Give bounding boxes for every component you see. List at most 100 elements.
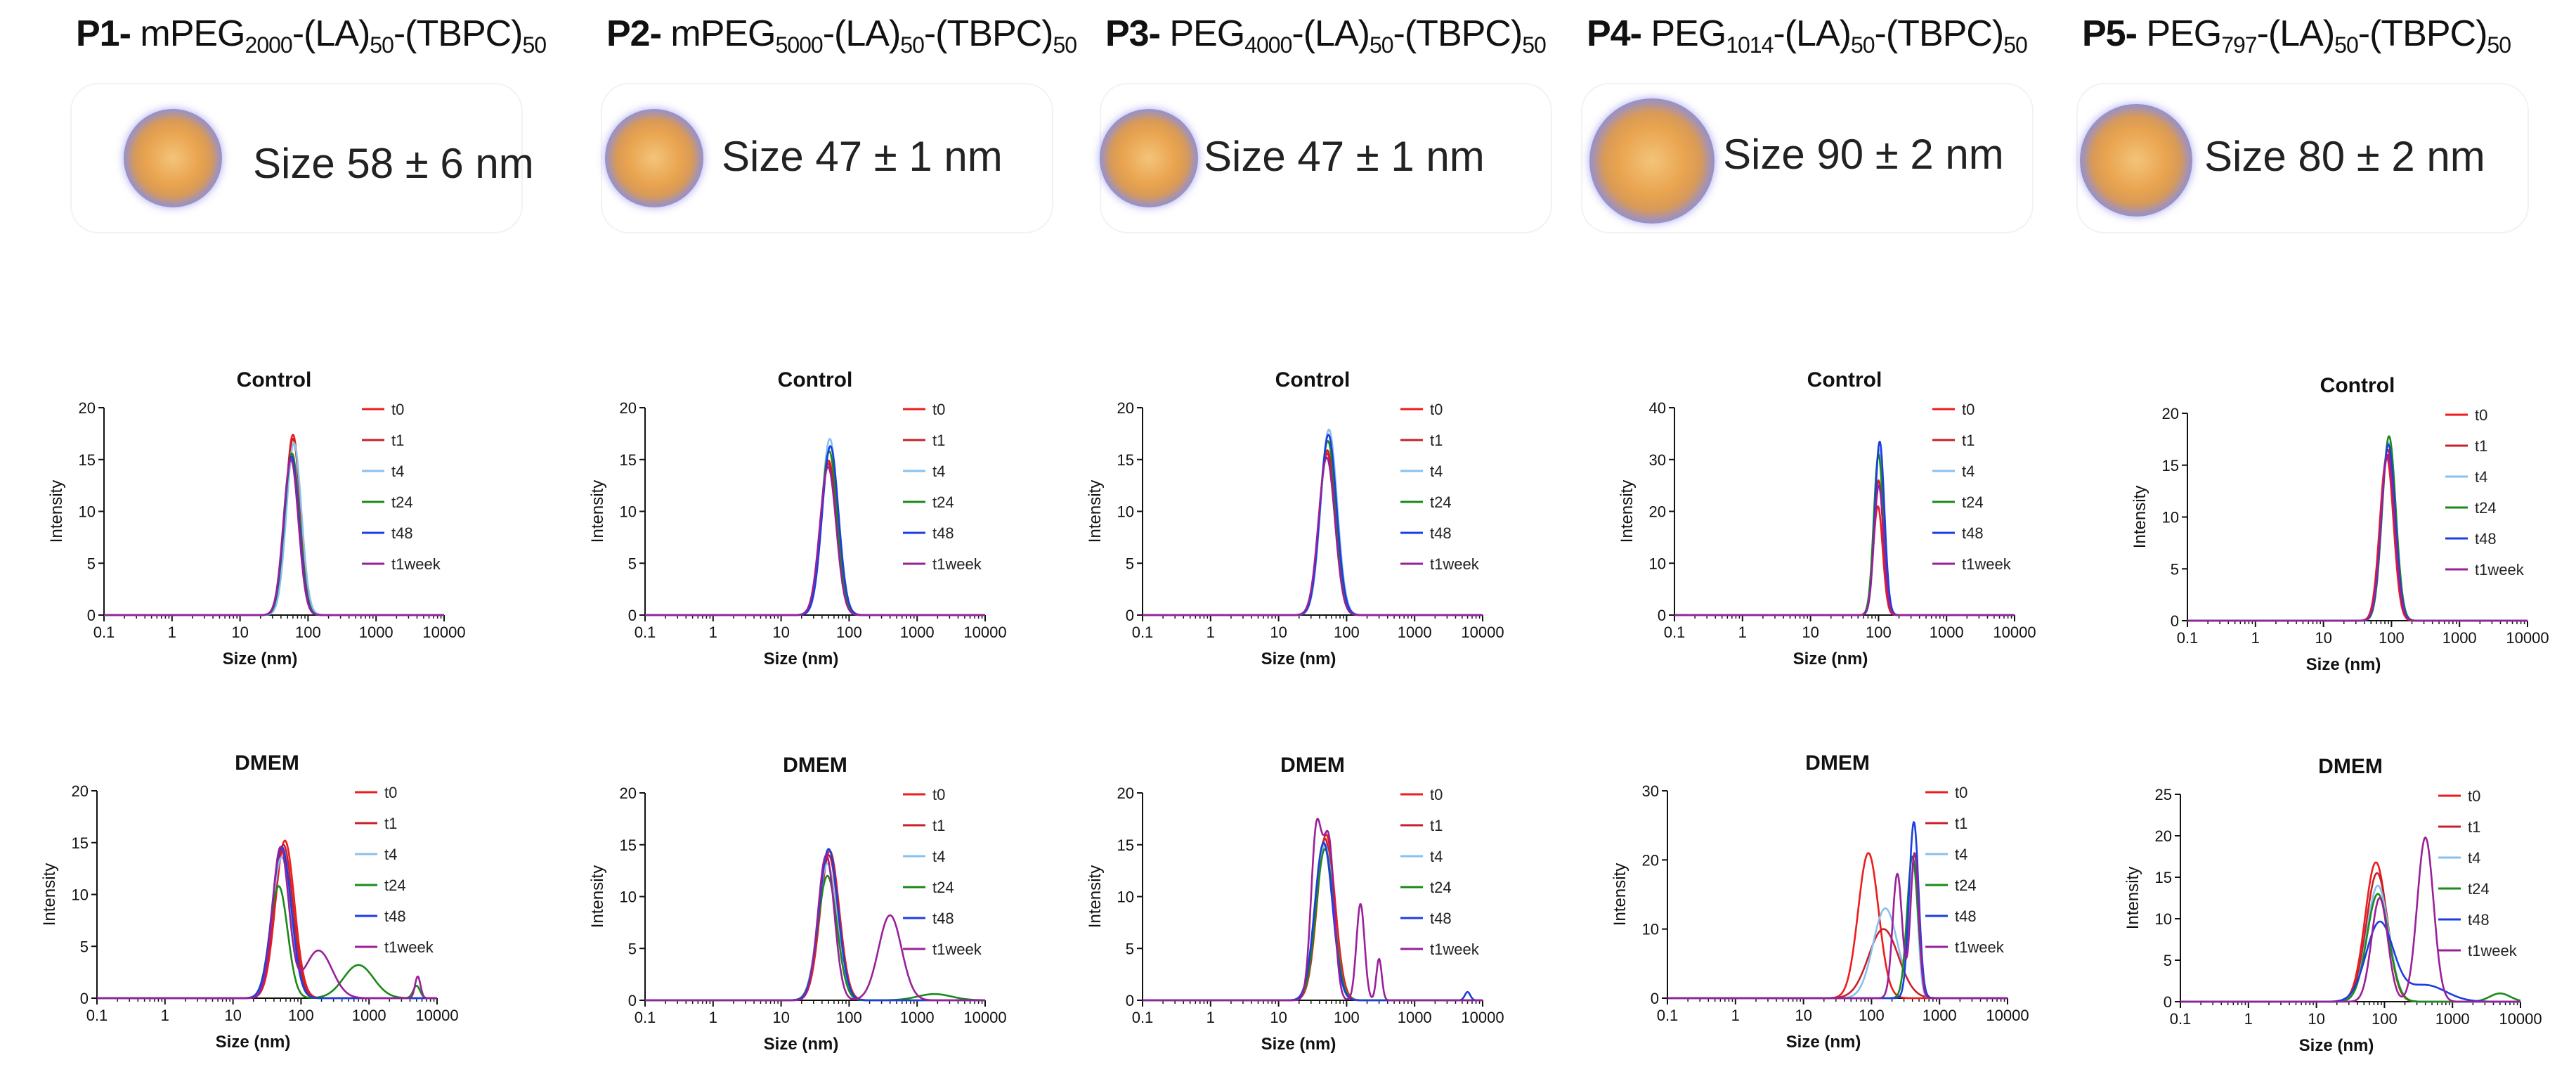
legend-label-t4: t4 xyxy=(932,848,945,865)
y-tick-label: 0 xyxy=(1651,990,1659,1007)
y-tick-label: 10 xyxy=(1117,503,1134,521)
legend-label-t24: t24 xyxy=(2475,499,2497,517)
y-tick-label: 0 xyxy=(628,992,637,1009)
legend-label-t1: t1 xyxy=(2475,437,2487,455)
x-axis-label: Size (nm) xyxy=(1793,650,1868,668)
series-line-t48 xyxy=(2180,920,2521,1003)
x-tick-label: 1000 xyxy=(2442,629,2477,647)
y-tick-label: 5 xyxy=(628,940,637,957)
legend-label-t0: t0 xyxy=(1962,401,1975,418)
y-tick-label: 10 xyxy=(2155,910,2172,928)
x-tick-label: 10 xyxy=(1795,1007,1811,1024)
legend-label-t1week: t1week xyxy=(1430,941,1480,958)
x-tick-label: 1 xyxy=(709,1009,717,1026)
chart-p5-dmem: DMEM 0 5 10 15 20 25 0.1 1 10 100 1000 10000 Size (nm… xyxy=(2123,755,2542,1055)
y-tick-label: 10 xyxy=(620,889,637,906)
legend-label-t4: t4 xyxy=(1430,463,1443,480)
y-tick-label: 0 xyxy=(1126,607,1134,624)
y-tick-label: 15 xyxy=(620,451,637,469)
legend-label-t1: t1 xyxy=(2468,818,2480,836)
x-tick-label: 0.1 xyxy=(2170,1010,2192,1028)
legend-label-t24: t24 xyxy=(932,493,954,511)
y-tick-label: 5 xyxy=(628,555,637,572)
x-tick-label: 1 xyxy=(161,1007,169,1024)
x-tick-label: 1000 xyxy=(2435,1010,2470,1028)
y-tick-label: 25 xyxy=(2155,786,2172,803)
x-tick-label: 100 xyxy=(288,1007,314,1024)
x-tick-label: 100 xyxy=(2379,629,2405,647)
chart-p1-control: Control 0 5 10 15 20 0.1 1 10 100 1000 10000 Size (n… xyxy=(47,368,466,668)
chart-title: DMEM xyxy=(235,751,299,775)
series-line-t1week xyxy=(644,854,986,1002)
panel-title: P4- PEG1014-(LA)50-(TBPC)50 xyxy=(1587,13,2028,58)
legend-label-t0: t0 xyxy=(932,401,945,418)
legend-label-t1week: t1week xyxy=(1962,555,2012,573)
x-tick-label: 0.1 xyxy=(1657,1007,1679,1024)
x-tick-label: 100 xyxy=(1859,1007,1885,1024)
y-tick-label: 10 xyxy=(1642,921,1659,938)
legend-label-t4: t4 xyxy=(1962,463,1975,480)
x-tick-label: 1 xyxy=(2251,629,2260,647)
x-tick-label: 10000 xyxy=(1461,1009,1504,1026)
x-tick-label: 100 xyxy=(295,624,321,641)
x-axis-label: Size (nm) xyxy=(1261,1035,1336,1054)
chart-title: DMEM xyxy=(783,754,847,777)
x-tick-label: 1000 xyxy=(1398,1009,1432,1026)
legend-label-t4: t4 xyxy=(1955,846,1967,863)
chart-p4-control: Control 0 10 20 30 40 0.1 1 10 100 1000 10000 Size (… xyxy=(1618,368,2036,668)
x-tick-label: 10000 xyxy=(1993,624,2036,641)
y-axis-label: Intensity xyxy=(1086,865,1105,928)
y-tick-label: 15 xyxy=(2155,869,2172,886)
micelle-size-label: Size 58 ± 6 nm xyxy=(253,140,534,187)
chart-title: Control xyxy=(237,368,312,392)
legend-label-t24: t24 xyxy=(2468,880,2490,898)
x-axis-label: Size (nm) xyxy=(1261,650,1336,668)
y-tick-label: 0 xyxy=(2171,612,2179,630)
x-tick-label: 1 xyxy=(1206,1009,1215,1026)
micelle-size-label: Size 90 ± 2 nm xyxy=(1723,131,2004,178)
x-tick-label: 0.1 xyxy=(2177,629,2199,647)
y-tick-label: 20 xyxy=(72,782,89,800)
legend-label-t0: t0 xyxy=(391,401,404,418)
x-tick-label: 100 xyxy=(836,1009,862,1026)
x-tick-label: 1000 xyxy=(900,624,935,641)
y-tick-label: 5 xyxy=(1126,555,1134,572)
chart-p2-dmem: DMEM 0 5 10 15 20 0.1 1 10 100 1000 10000 Size (nm) I… xyxy=(588,754,1007,1054)
chart-title: Control xyxy=(2320,374,2395,397)
x-tick-label: 1000 xyxy=(352,1007,386,1024)
legend-label-t1week: t1week xyxy=(932,555,982,573)
legend-label-t1week: t1week xyxy=(384,938,434,956)
series-line-t1week xyxy=(96,846,438,1000)
legend-label-t1week: t1week xyxy=(932,941,982,958)
y-tick-label: 15 xyxy=(72,834,89,852)
y-tick-label: 5 xyxy=(87,555,96,572)
series-line-t0 xyxy=(1667,852,2008,1000)
y-axis-label: Intensity xyxy=(2123,867,2142,929)
y-tick-label: 0 xyxy=(1126,992,1134,1009)
micelle-size-label: Size 47 ± 1 nm xyxy=(722,133,1003,180)
x-axis-label: Size (nm) xyxy=(216,1033,291,1052)
legend-label-t48: t48 xyxy=(391,524,413,542)
series-line-t24 xyxy=(2187,435,2528,622)
x-tick-label: 10000 xyxy=(2506,629,2549,647)
x-tick-label: 0.1 xyxy=(1664,624,1686,641)
x-axis-label: Size (nm) xyxy=(2306,655,2381,674)
series-line-t1 xyxy=(644,854,986,1002)
x-tick-label: 0.1 xyxy=(635,1009,656,1026)
y-tick-label: 10 xyxy=(2162,509,2179,526)
chart-title: Control xyxy=(778,368,853,392)
y-tick-label: 15 xyxy=(1117,836,1134,854)
chart-p4-dmem: DMEM 0 10 20 30 0.1 1 10 100 1000 10000 Size (nm) In… xyxy=(1611,751,2029,1052)
legend-label-t1: t1 xyxy=(1962,432,1975,449)
legend-label-t4: t4 xyxy=(2475,468,2487,486)
x-tick-label: 100 xyxy=(836,624,862,641)
legend-label-t48: t48 xyxy=(932,910,954,927)
y-tick-label: 10 xyxy=(79,503,96,521)
x-tick-label: 100 xyxy=(1334,624,1360,641)
y-tick-label: 20 xyxy=(1117,399,1134,417)
series-line-t1week xyxy=(2180,836,2521,1003)
y-axis-label: Intensity xyxy=(588,865,607,928)
x-tick-label: 10000 xyxy=(2499,1010,2542,1028)
legend-label-t48: t48 xyxy=(932,524,954,542)
y-tick-label: 15 xyxy=(79,451,96,469)
